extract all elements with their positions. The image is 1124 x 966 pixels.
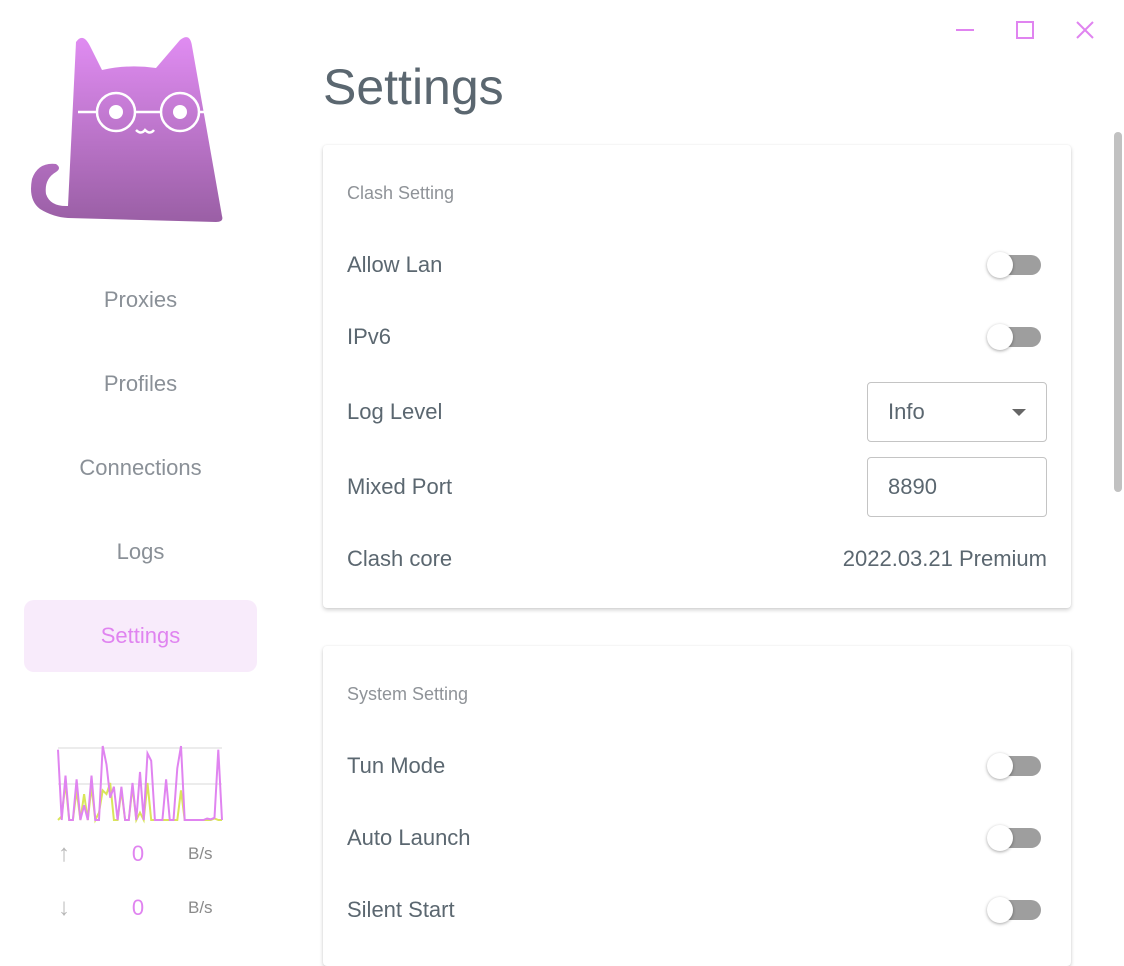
upload-value: 0 [131, 841, 145, 866]
download-value: 0 [131, 895, 145, 920]
download-unit: B/s [188, 898, 213, 917]
auto-launch-row: Auto Launch [347, 802, 1047, 874]
scrollbar[interactable] [1114, 132, 1122, 492]
silent-start-toggle[interactable] [987, 895, 1043, 925]
silent-start-label: Silent Start [347, 897, 455, 922]
allow-lan-row: Allow Lan [347, 229, 1047, 301]
arrow-up-icon: ↑ [58, 840, 70, 867]
tun-mode-row: Tun Mode [347, 730, 1047, 802]
ipv6-row: IPv6 [347, 301, 1047, 373]
card-title: Clash Setting [347, 182, 455, 203]
clash-core-label: Clash core [347, 546, 453, 571]
upload-series-line [57, 745, 223, 821]
clash-core-value: 2022.03.21 Premium [842, 546, 1047, 571]
sidebar-item-settings[interactable]: Settings [24, 600, 257, 672]
minimize-icon[interactable] [954, 16, 976, 44]
tun-mode-toggle[interactable] [987, 751, 1043, 781]
system-setting-card: System Setting Tun Mode Auto Launch Sile… [323, 646, 1071, 966]
clash-core-row: Clash core 2022.03.21 Premium [347, 523, 1047, 595]
clash-setting-card: Clash Setting Allow Lan IPv6 Log Level I… [323, 145, 1071, 608]
upload-unit: B/s [188, 844, 213, 863]
sidebar: Proxies Profiles Connections Logs Settin… [0, 0, 282, 937]
traffic-graph [57, 745, 223, 824]
mixed-port-label: Mixed Port [347, 474, 453, 499]
auto-launch-toggle[interactable] [987, 823, 1043, 853]
allow-lan-label: Allow Lan [347, 252, 443, 277]
allow-lan-toggle[interactable] [987, 250, 1043, 280]
ipv6-label: IPv6 [347, 324, 392, 349]
log-level-row: Log Level Info [347, 373, 1047, 451]
mixed-port-input[interactable]: 8890 [867, 457, 1047, 517]
download-rate: ↓ 0 B/s [58, 894, 228, 922]
sidebar-item-connections[interactable]: Connections [79, 455, 202, 480]
maximize-icon[interactable] [1014, 16, 1036, 44]
sidebar-nav: Proxies Profiles Connections Logs Settin… [24, 264, 257, 684]
upload-rate: ↑ 0 B/s [58, 840, 228, 868]
log-level-value: Info [888, 399, 925, 424]
arrow-down-icon: ↓ [58, 894, 70, 921]
caret-down-icon [1012, 408, 1026, 416]
sidebar-item-proxies[interactable]: Proxies [103, 287, 178, 312]
window-controls [954, 16, 1096, 44]
silent-start-row: Silent Start [347, 874, 1047, 946]
close-icon[interactable] [1074, 16, 1096, 44]
sidebar-item-logs[interactable]: Logs [116, 539, 165, 564]
card-title: System Setting [347, 683, 469, 704]
ipv6-toggle[interactable] [987, 322, 1043, 352]
sidebar-item-profiles[interactable]: Profiles [103, 371, 178, 396]
page-title: Settings [323, 59, 504, 115]
cat-logo [31, 37, 223, 222]
tun-mode-label: Tun Mode [347, 753, 446, 778]
log-level-select[interactable]: Info [867, 382, 1047, 442]
auto-launch-label: Auto Launch [347, 825, 471, 850]
log-level-label: Log Level [347, 399, 443, 424]
mixed-port-value: 8890 [888, 474, 937, 499]
mixed-port-row: Mixed Port 8890 [347, 451, 1047, 523]
